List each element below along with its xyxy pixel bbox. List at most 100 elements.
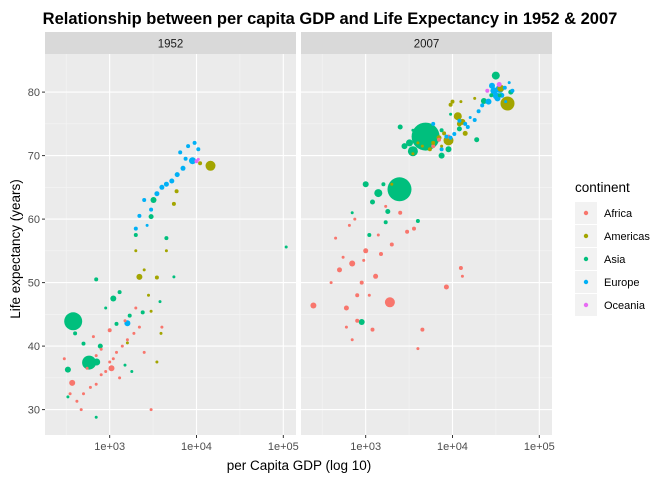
data-point-americas — [142, 268, 146, 272]
data-point-africa — [310, 302, 317, 309]
data-point-europe — [490, 87, 498, 95]
data-point-africa — [347, 223, 351, 227]
x-tick-label: 1e+03 — [94, 441, 125, 453]
data-point-asia — [64, 366, 71, 373]
legend-title: continent — [575, 180, 630, 195]
data-point-americas — [440, 144, 444, 148]
data-point-americas — [453, 112, 462, 121]
y-tick-label: 70 — [28, 151, 40, 163]
legend-label-oceania: Oceania — [604, 300, 646, 312]
data-point-europe — [510, 88, 515, 93]
data-point-americas — [159, 331, 163, 335]
data-point-asia — [123, 363, 127, 367]
data-point-africa — [149, 408, 153, 412]
data-point-africa — [79, 408, 83, 412]
data-point-asia — [94, 415, 98, 419]
data-point-africa — [350, 338, 354, 342]
data-point-asia — [66, 395, 70, 399]
data-point-europe — [431, 121, 436, 126]
data-point-europe — [174, 172, 180, 178]
data-point-asia — [81, 341, 86, 346]
data-point-africa — [68, 392, 72, 396]
data-point-oceania — [496, 82, 502, 87]
data-point-americas — [134, 249, 138, 253]
data-point-africa — [420, 327, 425, 332]
data-point-africa — [412, 226, 416, 231]
data-point-africa — [75, 399, 79, 403]
data-point-africa — [160, 325, 164, 329]
data-point-africa — [108, 365, 115, 372]
data-point-americas — [456, 121, 462, 127]
data-point-africa — [94, 382, 98, 386]
data-point-americas — [473, 96, 477, 100]
data-point-americas — [427, 147, 432, 152]
data-point-asia — [148, 214, 154, 220]
data-point-africa — [62, 357, 66, 361]
data-point-asia — [350, 211, 354, 215]
data-point-asia — [358, 319, 365, 325]
data-point-americas — [416, 141, 420, 145]
data-point-europe — [183, 156, 188, 161]
panel-background — [45, 54, 296, 435]
data-point-africa — [370, 327, 375, 332]
data-point-africa — [120, 344, 124, 348]
data-point-africa — [115, 350, 118, 354]
data-point-americas — [174, 189, 179, 194]
legend: continent Africa Americas Asia Europe Oceani… — [575, 180, 650, 316]
data-point-asia — [82, 355, 97, 370]
data-point-europe — [444, 134, 449, 139]
data-point-africa — [82, 392, 85, 396]
data-point-asia — [489, 93, 494, 98]
y-tick-label: 60 — [28, 214, 40, 226]
data-point-africa — [337, 267, 342, 273]
data-point-asia — [94, 277, 99, 282]
data-point-asia — [411, 128, 415, 132]
data-point-africa — [134, 306, 138, 310]
legend-label-africa: Africa — [604, 208, 633, 220]
data-point-asia — [406, 139, 413, 147]
y-axis-label: Life expectancy (years) — [8, 179, 23, 319]
x-axis: 1e+03 1e+04 1e+05 1e+03 1e+04 1e+05 — [94, 435, 555, 453]
data-point-asia — [400, 185, 404, 189]
data-point-africa — [111, 357, 115, 361]
facet-strip — [45, 32, 296, 54]
data-point-africa — [376, 233, 380, 237]
data-point-europe — [465, 125, 470, 129]
data-point-asia — [64, 312, 83, 331]
data-point-africa — [373, 273, 379, 279]
data-point-americas — [420, 144, 424, 148]
data-point-asia — [397, 124, 403, 130]
data-point-africa — [389, 242, 394, 247]
data-point-americas — [164, 249, 168, 253]
y-tick-label: 40 — [28, 341, 40, 353]
data-point-africa — [363, 248, 369, 254]
data-point-asia — [362, 181, 369, 188]
data-point-asia — [158, 300, 162, 304]
data-point-asia — [456, 126, 462, 132]
data-point-asia — [415, 219, 420, 223]
data-point-europe — [439, 147, 444, 152]
x-tick-label: 1e+03 — [350, 441, 381, 453]
legend-label-americas: Americas — [604, 231, 650, 243]
data-point-europe — [502, 85, 507, 90]
data-point-africa — [458, 266, 463, 270]
data-point-oceania — [485, 88, 490, 93]
data-point-europe — [489, 82, 495, 89]
y-tick-label: 80 — [28, 87, 40, 99]
data-point-africa — [69, 379, 76, 386]
data-point-africa — [334, 236, 338, 240]
legend-label-asia: Asia — [604, 254, 626, 266]
data-point-africa — [398, 210, 403, 215]
data-point-africa — [132, 331, 136, 335]
data-point-americas — [171, 201, 176, 206]
data-point-africa — [349, 260, 356, 267]
data-point-americas — [154, 275, 159, 280]
legend-key-oceania — [583, 302, 589, 308]
data-point-africa — [431, 144, 436, 149]
data-point-asia — [284, 245, 288, 249]
legend-label-europe: Europe — [604, 277, 639, 289]
data-point-asia — [110, 295, 117, 302]
data-point-europe — [457, 118, 462, 123]
data-point-asia — [127, 313, 132, 318]
data-point-asia — [480, 98, 487, 104]
